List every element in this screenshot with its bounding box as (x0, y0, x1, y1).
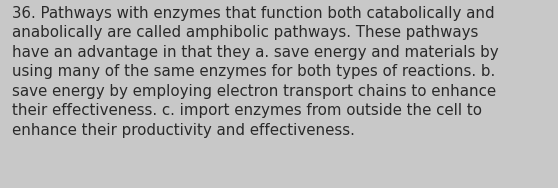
Text: 36. Pathways with enzymes that function both catabolically and
anabolically are : 36. Pathways with enzymes that function … (12, 6, 499, 138)
